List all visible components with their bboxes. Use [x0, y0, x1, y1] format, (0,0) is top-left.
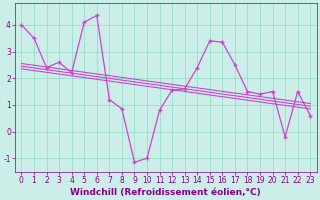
X-axis label: Windchill (Refroidissement éolien,°C): Windchill (Refroidissement éolien,°C) — [70, 188, 261, 197]
